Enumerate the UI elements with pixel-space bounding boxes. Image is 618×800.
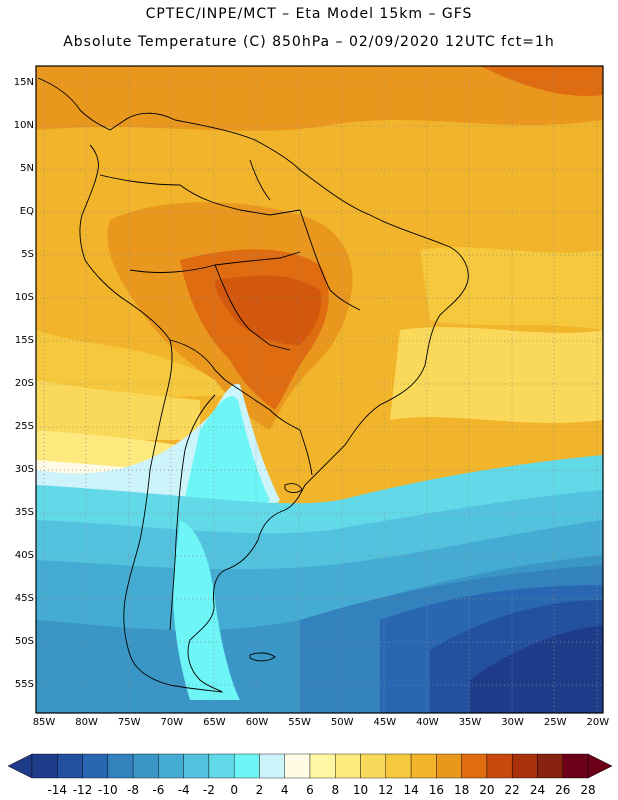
latitude-label: 10N [13,120,34,131]
colorbar-swatch [461,753,488,779]
latitude-label: 15N [13,77,34,88]
longitude-label: 25W [543,717,567,728]
colorbar-swatch [410,753,437,779]
colorbar-swatch [486,753,513,779]
colorbar-tick-label: 16 [428,783,444,797]
coastlines-and-borders [37,77,469,693]
colorbar-tick-label: -14 [47,783,68,797]
colorbar-tick-label: 2 [255,783,264,797]
longitude-label: 65W [203,717,226,728]
colorbar-tick-label: 0 [230,783,238,797]
temperature-field [36,66,603,713]
latitude-label: EQ [19,206,34,217]
colorbar [7,753,613,779]
colorbar-tick-label: -12 [72,783,93,797]
colorbar-tick-label: 26 [555,783,571,797]
colorbar-swatch [335,753,361,779]
latitude-label: 40S [14,550,34,561]
latitude-label: 10S [14,292,34,303]
map-title-line-1: CPTEC/INPE/MCT – Eta Model 15km – GFS [145,6,473,22]
colorbar-tick-label: 8 [331,783,340,797]
colorbar-tick-label: 20 [479,783,495,797]
longitude-label: 50W [330,717,354,728]
colorbar-tick-label: -4 [177,783,190,797]
lat-lon-grid [36,66,603,713]
latitude-label: 35S [14,507,34,518]
colorbar-swatch [208,753,235,779]
longitude-label: 60W [245,717,269,728]
colorbar-swatch [183,753,210,779]
colorbar-tick-label: -10 [98,783,118,797]
map-title-line-2: Absolute Temperature (C) 850hPa – 02/09/… [63,34,555,50]
latitude-label: 20S [14,378,34,389]
colorbar-tick-label: 10 [352,783,369,797]
longitude-label: 20W [586,717,610,728]
colorbar-tick-label: 6 [306,783,314,797]
colorbar-tick-label: 18 [453,783,470,797]
longitude-label: 70W [160,717,184,728]
longitude-label: 55W [288,717,311,728]
colorbar-swatch [107,753,134,779]
colorbar-tick-label: 14 [403,783,419,797]
latitude-label: 45S [14,593,34,604]
latitude-label: 30S [14,464,34,475]
colorbar-right-arrow [587,753,613,779]
colorbar-swatch [158,753,184,779]
longitude-label: 35W [458,717,482,728]
longitude-label: 45W [373,717,397,728]
colorbar-left-arrow [7,753,33,779]
colorbar-tick-label: 28 [580,783,596,797]
colorbar-swatch [31,753,58,779]
colorbar-swatch [284,753,311,779]
colorbar-tick-label: 22 [504,783,520,797]
longitude-label: 80W [75,717,98,728]
colorbar-tick-label: -6 [152,783,165,797]
colorbar-tick-label: 12 [378,783,394,797]
longitude-label: 30W [501,717,524,728]
colorbar-swatch [360,753,387,779]
colorbar-swatch [82,753,109,779]
latitude-label: 15S [14,335,34,346]
colorbar-swatch [132,753,159,779]
colorbar-swatch [562,753,589,779]
colorbar-swatch [436,753,462,779]
colorbar-tick-label: -2 [202,783,215,797]
colorbar-swatch [385,753,412,779]
colorbar-swatch [57,753,83,779]
longitude-label: 85W [32,717,56,728]
colorbar-swatch [259,753,285,779]
latitude-label: 25S [14,421,34,432]
colorbar-tick-label: -8 [127,783,140,797]
colorbar-swatch [537,753,563,779]
latitude-label: 50S [14,636,34,647]
colorbar-swatch [511,753,538,779]
colorbar-swatch [233,753,260,779]
latitude-label: 5N [20,163,34,174]
colorbar-tick-label: 4 [280,783,289,797]
colorbar-swatch [309,753,336,779]
plot-frame [35,65,604,714]
longitude-label: 75W [117,717,141,728]
latitude-label: 55S [14,679,34,690]
colorbar-tick-label: 24 [529,783,546,797]
latitude-label: 5S [21,249,34,260]
longitude-label: 40W [416,717,439,728]
